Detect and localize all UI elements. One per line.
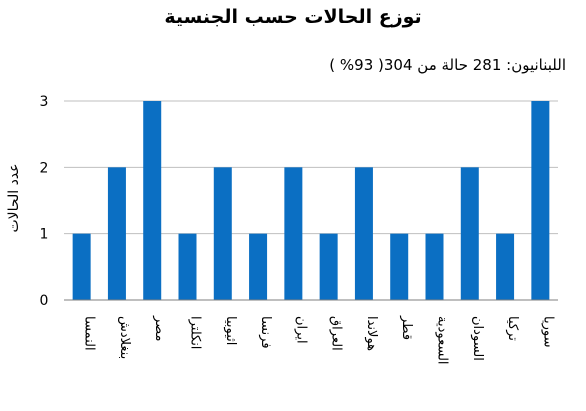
chart-subtitle: اللبنانيون: 281 حالة من 304( 93% ) (329, 56, 566, 74)
x-tick-label: مصر (152, 315, 167, 341)
bar (249, 233, 268, 300)
bar (354, 167, 373, 300)
bar (319, 233, 338, 300)
x-tick-labels: النمسا بنغلادش مصر انكلترا اثيوبيا فرنسا ايران… (82, 315, 556, 365)
x-tick-label: السعودية (435, 316, 450, 365)
bar (143, 101, 162, 300)
bar (107, 167, 126, 300)
x-tick-label: بنغلادش (117, 316, 132, 359)
bar (496, 233, 515, 300)
gridlines (64, 100, 558, 235)
x-tick-label: هولاندا (364, 316, 379, 351)
y-tick-label: 2 (40, 160, 49, 176)
x-tick-label: العراق (329, 316, 344, 351)
y-axis-title: عدد الحالات (6, 163, 22, 232)
bar (460, 167, 479, 300)
x-tick-label: ترکيا (505, 316, 520, 341)
x-tick-label: النمسا (82, 316, 97, 351)
bars (72, 101, 550, 300)
x-tick-label: اثيوبيا (223, 316, 238, 345)
x-tick-label: السودان (470, 316, 485, 361)
bar (178, 233, 197, 300)
bar (213, 167, 232, 300)
x-tick-label: فرنسا (258, 316, 273, 349)
bar (284, 167, 303, 300)
y-tick-labels: 0 1 2 3 (40, 94, 49, 309)
x-tick-label: ايران (293, 316, 308, 344)
y-tick-label: 1 (40, 227, 49, 243)
x-tick-label: انكلترا (188, 316, 203, 349)
bar (72, 233, 91, 300)
bar (425, 233, 444, 300)
bar (531, 101, 550, 300)
x-tick-label: سوريا (540, 316, 555, 347)
y-tick-label: 3 (40, 94, 49, 110)
x-tick-label: قطر (399, 315, 414, 340)
chart-title: توزع الحالات حسب الجنسية (164, 6, 422, 28)
y-tick-label: 0 (40, 293, 49, 309)
bar (390, 233, 409, 300)
